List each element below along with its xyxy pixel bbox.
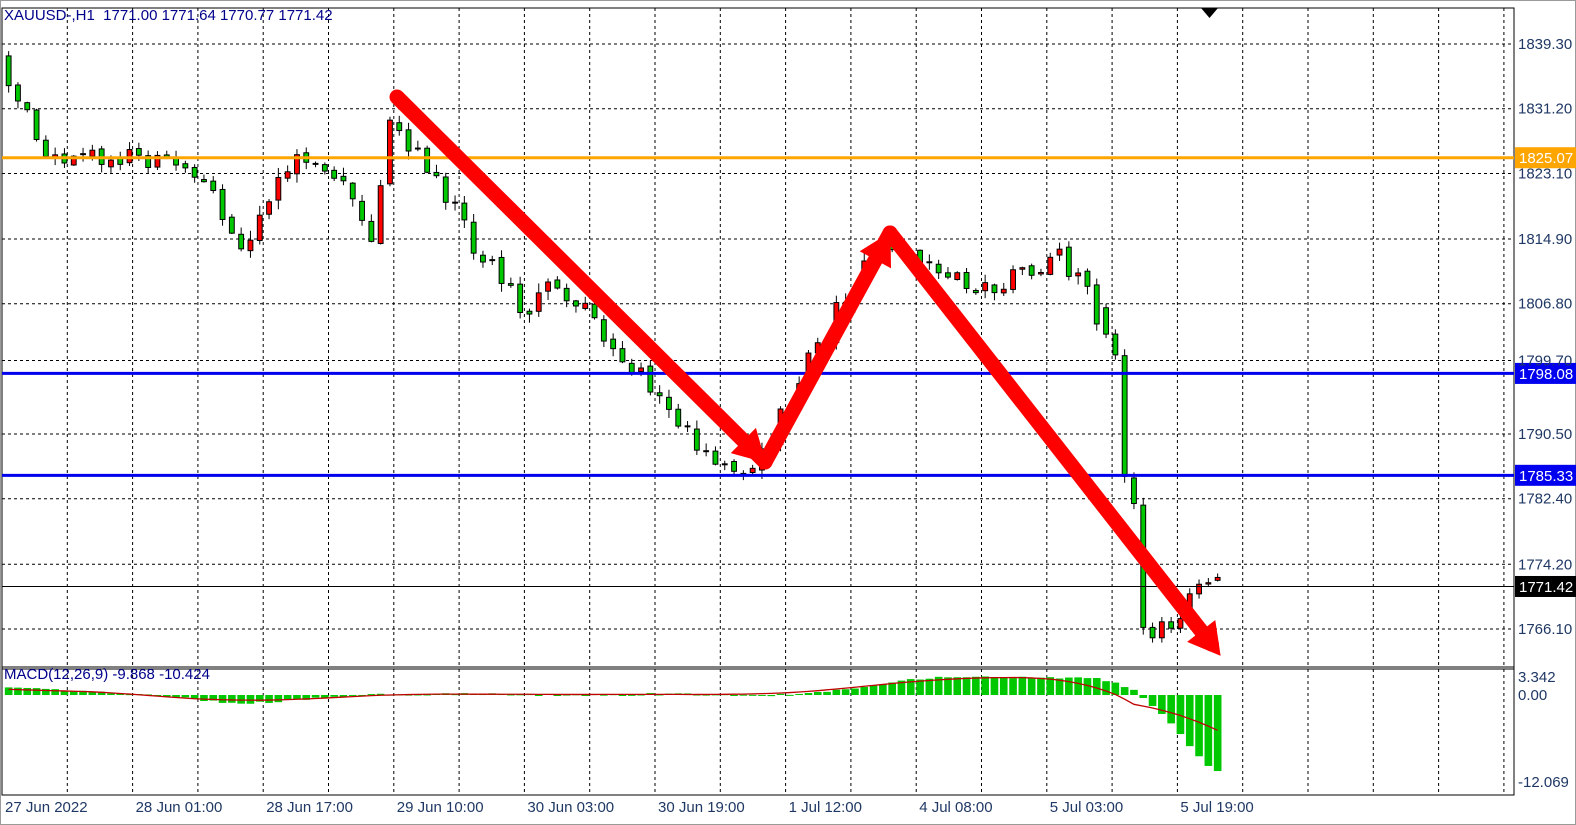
svg-text:1823.10: 1823.10 — [1518, 165, 1572, 182]
svg-text:5 Jul 03:00: 5 Jul 03:00 — [1050, 799, 1123, 816]
svg-text:0.00: 0.00 — [1518, 687, 1547, 704]
svg-text:27 Jun 2022: 27 Jun 2022 — [5, 799, 88, 816]
svg-text:30 Jun 03:00: 30 Jun 03:00 — [527, 799, 614, 816]
svg-text:5 Jul 19:00: 5 Jul 19:00 — [1180, 799, 1253, 816]
svg-text:1785.33: 1785.33 — [1519, 468, 1573, 485]
svg-text:4 Jul 08:00: 4 Jul 08:00 — [919, 799, 992, 816]
svg-text:28 Jun 01:00: 28 Jun 01:00 — [136, 799, 223, 816]
svg-text:-12.069: -12.069 — [1518, 774, 1569, 791]
svg-text:1799.70: 1799.70 — [1518, 352, 1572, 369]
svg-text:1774.20: 1774.20 — [1518, 556, 1572, 573]
svg-text:1782.40: 1782.40 — [1518, 491, 1572, 508]
svg-text:1806.80: 1806.80 — [1518, 296, 1572, 313]
svg-text:3.342: 3.342 — [1518, 669, 1556, 686]
svg-text:1839.30: 1839.30 — [1518, 36, 1572, 53]
svg-text:MACD(12,26,9) -9.868 -10.424: MACD(12,26,9) -9.868 -10.424 — [4, 666, 210, 683]
svg-text:29 Jun 10:00: 29 Jun 10:00 — [397, 799, 484, 816]
svg-text:30 Jun 19:00: 30 Jun 19:00 — [658, 799, 745, 816]
svg-text:1 Jul 12:00: 1 Jul 12:00 — [789, 799, 862, 816]
svg-text:1771.42: 1771.42 — [1519, 579, 1573, 596]
svg-text:1814.90: 1814.90 — [1518, 231, 1572, 248]
svg-text:XAUUSD-,H1 1771.00 1771.64 17: XAUUSD-,H1 1771.00 1771.64 1770.77 1771.… — [4, 7, 333, 24]
svg-text:1790.50: 1790.50 — [1518, 426, 1572, 443]
svg-text:1766.10: 1766.10 — [1518, 621, 1572, 638]
svg-text:1831.20: 1831.20 — [1518, 101, 1572, 118]
svg-text:28 Jun 17:00: 28 Jun 17:00 — [266, 799, 353, 816]
